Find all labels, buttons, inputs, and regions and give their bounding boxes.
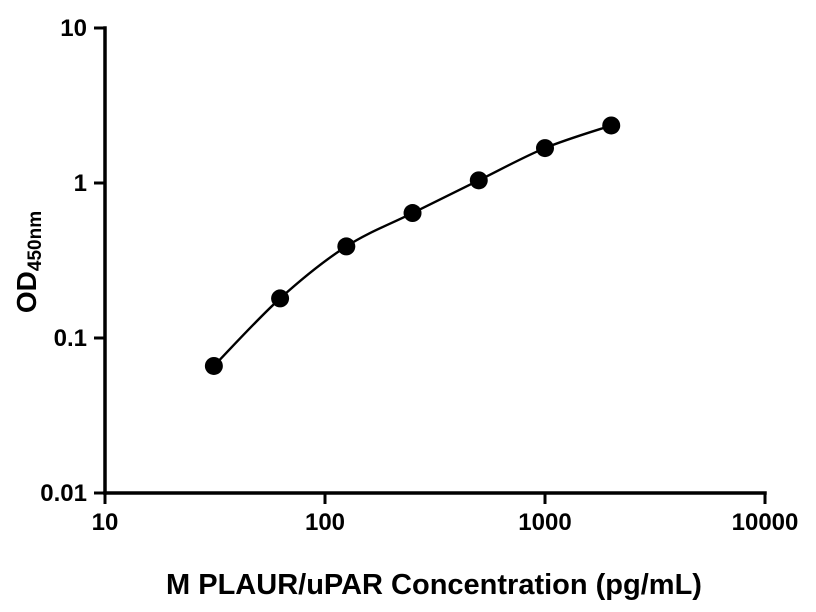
plot-layer: 10 100 1000 10000 0.01 0.1 1 10 bbox=[40, 15, 798, 536]
x-tick-label: 1000 bbox=[518, 509, 571, 536]
y-tick-label: 0.1 bbox=[54, 325, 87, 352]
data-point bbox=[271, 289, 290, 308]
data-point bbox=[403, 204, 422, 223]
data-point bbox=[204, 356, 223, 375]
y-tick-label: 0.01 bbox=[40, 480, 87, 507]
y-axis-title: OD450nm bbox=[11, 211, 46, 313]
curve-line bbox=[213, 124, 612, 367]
data-point bbox=[337, 237, 356, 256]
data-point bbox=[536, 139, 554, 158]
data-point bbox=[469, 171, 488, 190]
x-tick-label: 10000 bbox=[732, 509, 799, 536]
data-point bbox=[602, 116, 621, 135]
x-tick-label: 10 bbox=[92, 509, 119, 536]
y-axis-title-main: OD bbox=[11, 271, 42, 313]
y-axis-title-sub: 450nm bbox=[25, 211, 46, 271]
y-tick-label: 1 bbox=[74, 170, 87, 197]
x-axis-title: M PLAUR/uPAR Concentration (pg/mL) bbox=[166, 569, 702, 601]
y-tick-label: 10 bbox=[60, 15, 87, 42]
x-tick-label: 100 bbox=[305, 509, 345, 536]
